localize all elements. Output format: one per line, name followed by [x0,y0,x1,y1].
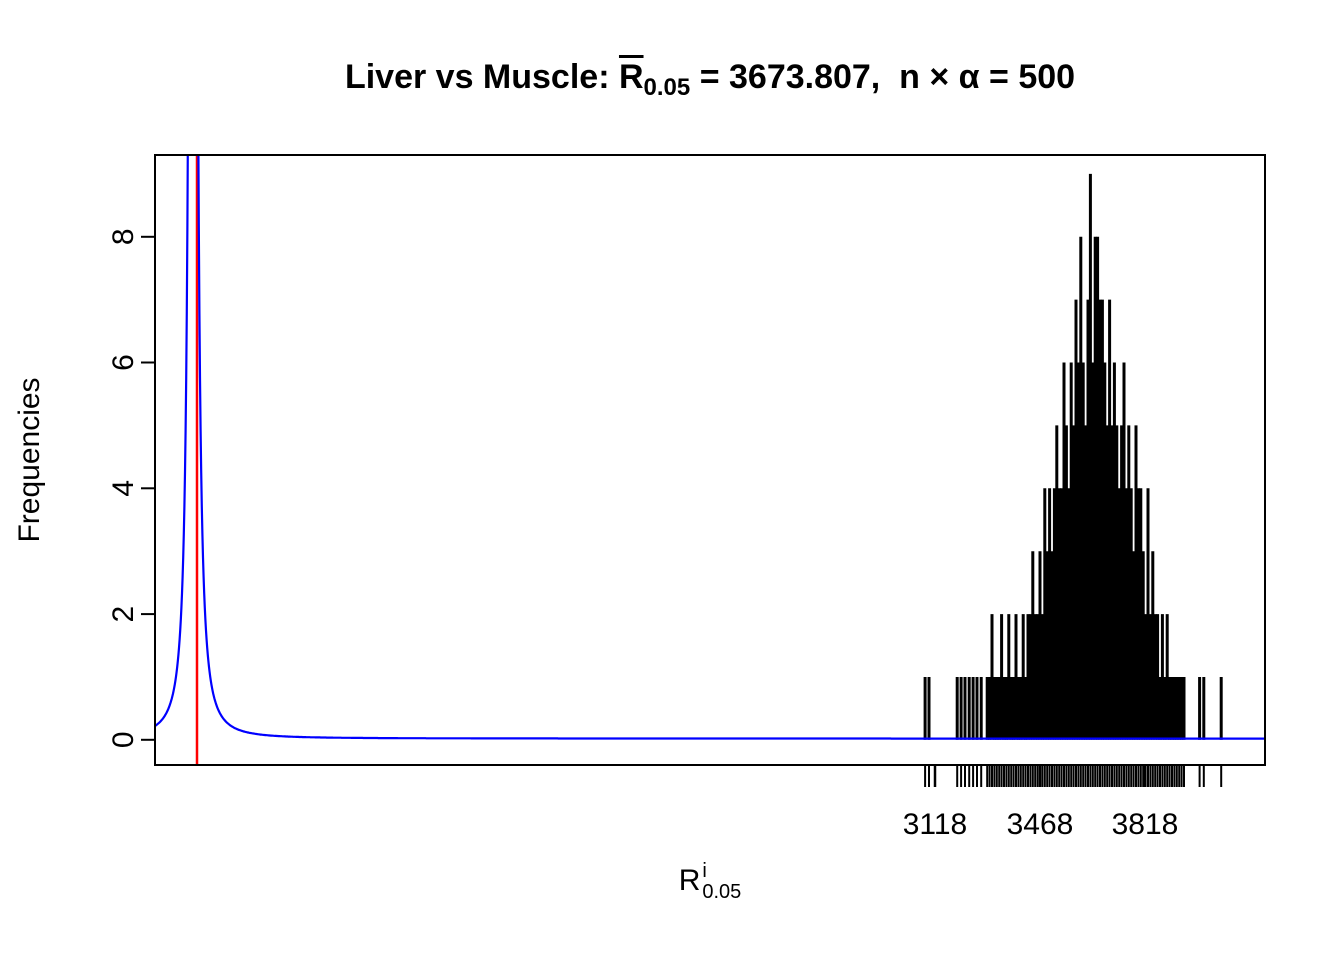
histogram-spikes [923,173,1223,740]
xlabel-scripts: i 0.05 [702,861,741,903]
svg-text:8: 8 [107,228,140,245]
x-axis-tick-labels: 3118 3468 3818 [903,808,1179,841]
title-prefix: Liver vs Muscle: [344,58,619,96]
y-axis-title: Frequencies [13,377,46,543]
xlabel-superscript: i [702,860,707,882]
plot-border [154,154,1266,766]
chart-title: Liver vs Muscle: R0.05 = 3673.807, n × α… [155,58,1265,102]
title-r-subscript: 0.05 [643,74,691,101]
svg-text:3118: 3118 [903,808,968,841]
svg-text:0: 0 [107,731,140,748]
svg-text:3818: 3818 [1112,808,1179,841]
y-axis-tick-labels: 0 2 4 6 8 [107,228,140,748]
svg-text:4: 4 [107,480,140,497]
svg-text:3468: 3468 [1007,808,1074,841]
xlabel-base: R [678,864,701,897]
title-rbar-symbol: R [618,58,644,96]
title-suffix: = 3673.807, n × α = 500 [690,58,1076,96]
svg-text:6: 6 [107,354,140,371]
y-axis-ticks [141,235,155,741]
x-axis-title: R i 0.05 [155,860,1265,903]
rug-marks [924,765,1223,787]
density-curve [155,155,1265,740]
xlabel-subscript: 0.05 [702,881,742,903]
svg-text:2: 2 [107,606,140,623]
